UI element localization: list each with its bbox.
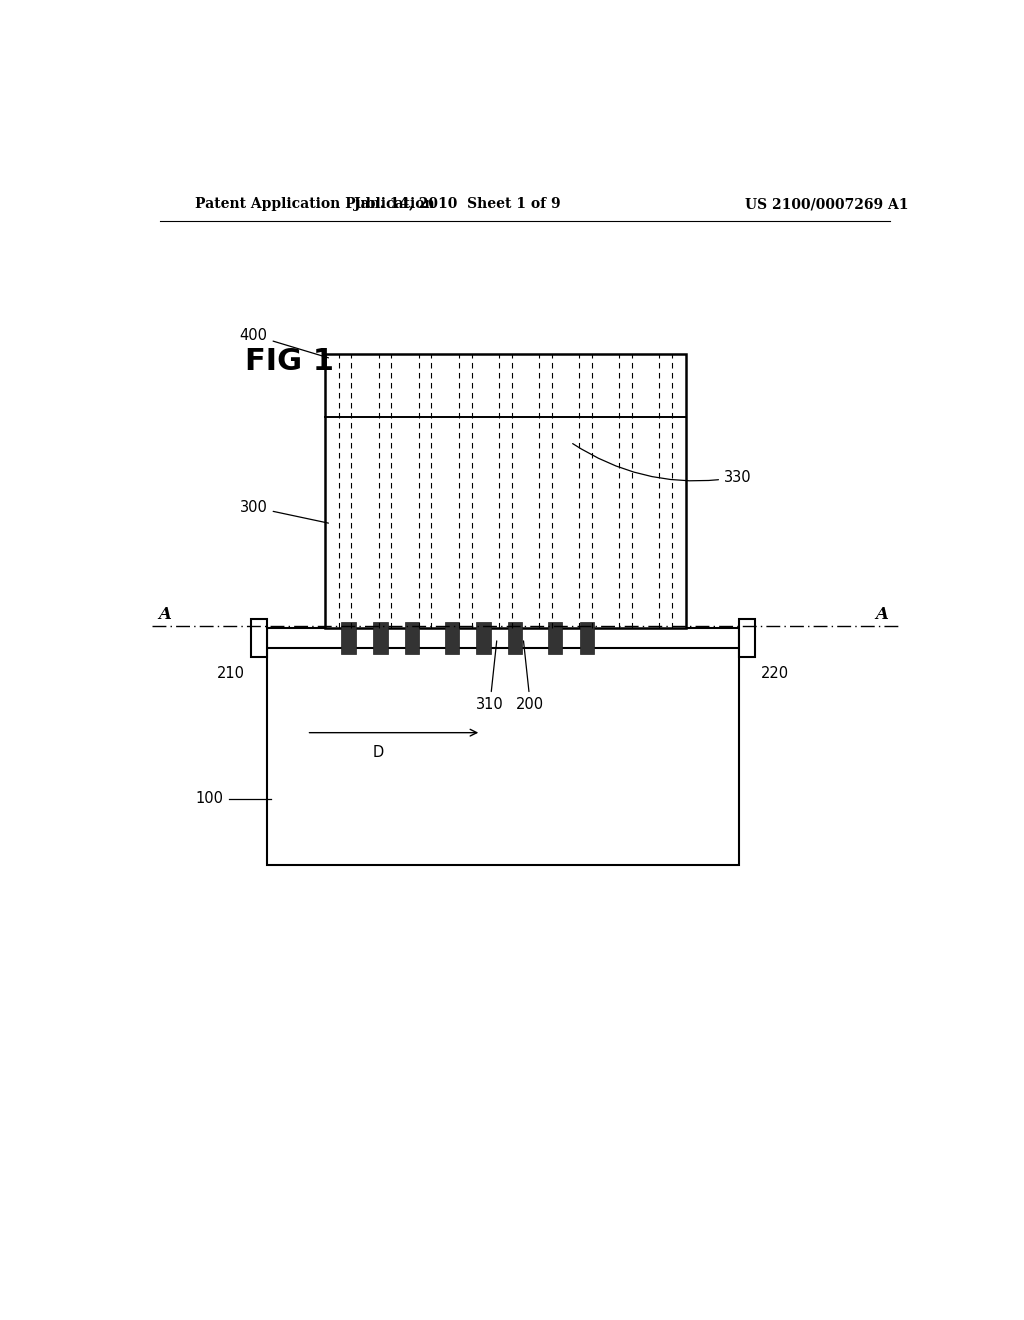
Text: FIG 1: FIG 1: [246, 347, 335, 376]
Text: A: A: [876, 606, 889, 623]
Bar: [373, 622, 387, 655]
Bar: [341, 622, 355, 655]
Text: A: A: [158, 606, 171, 623]
Bar: [444, 622, 459, 655]
Bar: [739, 619, 755, 657]
Bar: [267, 628, 739, 648]
Text: 310: 310: [476, 642, 504, 711]
Text: 200: 200: [516, 642, 545, 711]
Text: Patent Application Publication: Patent Application Publication: [196, 197, 435, 211]
Bar: [325, 354, 686, 628]
Text: 220: 220: [761, 665, 790, 681]
Text: US 2100/0007269 A1: US 2100/0007269 A1: [744, 197, 908, 211]
Text: 400: 400: [240, 327, 329, 358]
Bar: [508, 622, 522, 655]
Text: 100: 100: [196, 791, 223, 807]
Bar: [267, 647, 739, 865]
Bar: [476, 622, 490, 655]
Text: 210: 210: [217, 665, 245, 681]
Bar: [580, 622, 594, 655]
Bar: [548, 622, 562, 655]
Text: 330: 330: [572, 444, 752, 484]
Text: Jan. 14, 2010  Sheet 1 of 9: Jan. 14, 2010 Sheet 1 of 9: [354, 197, 561, 211]
Text: 300: 300: [240, 500, 329, 523]
Bar: [404, 622, 419, 655]
Text: D: D: [373, 744, 384, 760]
Bar: [251, 619, 267, 657]
